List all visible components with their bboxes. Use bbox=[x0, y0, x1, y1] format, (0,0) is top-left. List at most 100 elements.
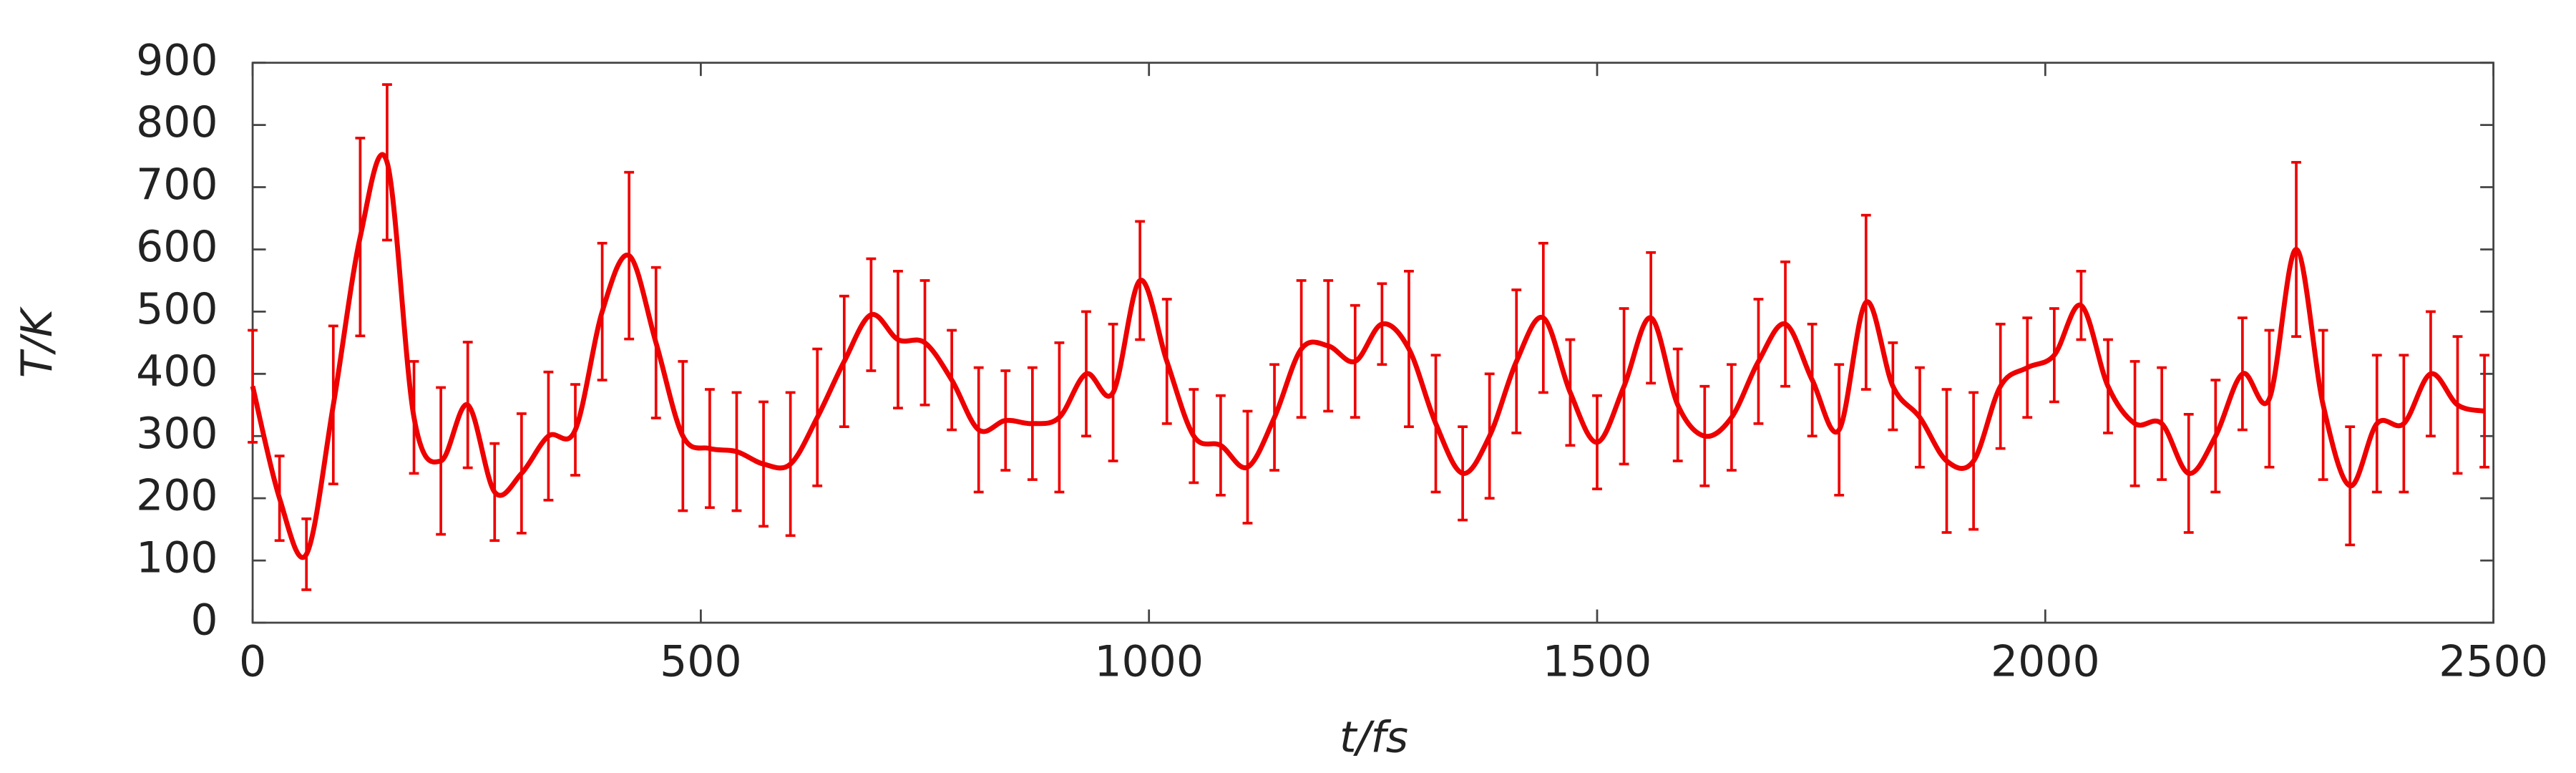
error-bar bbox=[1511, 288, 1522, 434]
error-bar bbox=[2426, 310, 2436, 438]
error-bar bbox=[1404, 270, 1414, 429]
error-bar bbox=[543, 370, 554, 502]
error-bar bbox=[1941, 388, 1952, 534]
error-bar bbox=[355, 137, 366, 338]
error-bar bbox=[2371, 354, 2382, 494]
error-bar bbox=[2022, 316, 2033, 419]
error-bar bbox=[1484, 372, 1495, 500]
y-tick-label: 600 bbox=[136, 222, 218, 272]
y-tick-label: 200 bbox=[136, 471, 218, 521]
error-bar bbox=[2452, 335, 2463, 475]
error-bar bbox=[2183, 412, 2194, 534]
error-bar bbox=[1430, 354, 1441, 494]
error-bar bbox=[758, 400, 769, 528]
error-bar bbox=[462, 341, 473, 470]
y-tick-label: 400 bbox=[136, 346, 218, 397]
error-bar bbox=[1834, 363, 1845, 497]
error-bar bbox=[866, 257, 877, 372]
error-bar bbox=[1592, 394, 1602, 490]
error-bar bbox=[2157, 366, 2167, 481]
error-bar bbox=[301, 517, 312, 591]
x-tick-label: 2500 bbox=[2439, 636, 2548, 686]
error-bar bbox=[1699, 384, 1710, 487]
error-bar bbox=[839, 294, 849, 429]
data-line bbox=[250, 152, 2485, 560]
error-bar bbox=[1027, 366, 1038, 481]
error-bar bbox=[1215, 394, 1226, 497]
error-bar bbox=[2345, 425, 2356, 547]
error-bar bbox=[328, 324, 338, 486]
error-bar bbox=[2210, 379, 2221, 494]
error-bar bbox=[597, 241, 608, 381]
error-bar bbox=[2237, 316, 2248, 432]
error-bar bbox=[409, 360, 419, 475]
error-bar bbox=[1672, 347, 1683, 462]
error-bar bbox=[704, 388, 715, 510]
y-tick-label: 900 bbox=[136, 35, 218, 85]
error-bar bbox=[2399, 354, 2409, 494]
error-bar bbox=[2076, 270, 2087, 341]
plot-frame bbox=[251, 62, 2494, 624]
error-bar bbox=[1968, 391, 1979, 531]
error-bar bbox=[1565, 338, 1576, 447]
error-bar bbox=[516, 412, 527, 535]
x-tick-label: 2000 bbox=[1991, 636, 2100, 686]
error-bar bbox=[274, 454, 285, 543]
error-bar bbox=[1000, 369, 1011, 472]
error-bar bbox=[1377, 282, 1387, 366]
error-bar bbox=[2264, 329, 2275, 469]
x-tick-label: 1500 bbox=[1543, 636, 1652, 686]
error-bar bbox=[1081, 310, 1091, 438]
error-bar bbox=[570, 383, 580, 477]
error-bar bbox=[489, 442, 500, 543]
error-bar bbox=[1242, 409, 1253, 525]
error-bar bbox=[2049, 307, 2059, 404]
error-bar bbox=[893, 270, 903, 409]
error-bar bbox=[624, 170, 635, 341]
error-bar bbox=[1189, 388, 1199, 485]
error-bar bbox=[947, 329, 957, 432]
y-tick-label: 700 bbox=[136, 160, 218, 210]
error-bar bbox=[2291, 160, 2301, 339]
error-bar bbox=[2103, 338, 2113, 434]
error-bar bbox=[2318, 329, 2328, 481]
error-bar bbox=[2479, 354, 2490, 469]
error-bar bbox=[1161, 298, 1172, 425]
y-tick-label: 0 bbox=[190, 595, 218, 646]
y-tick-label: 300 bbox=[136, 409, 218, 459]
error-bar bbox=[1269, 363, 1279, 472]
error-bar bbox=[973, 366, 984, 494]
y-tick-label: 500 bbox=[136, 284, 218, 334]
error-bar bbox=[382, 83, 392, 242]
y-tick-label: 800 bbox=[136, 97, 218, 147]
y-tick-label: 100 bbox=[136, 533, 218, 583]
error-bar bbox=[1108, 322, 1118, 462]
error-bar bbox=[1054, 341, 1065, 494]
error-bar bbox=[785, 391, 796, 538]
error-bar bbox=[1646, 251, 1657, 385]
error-bar bbox=[1753, 298, 1764, 425]
error-bar bbox=[1807, 322, 1818, 438]
error-bar bbox=[1538, 241, 1548, 394]
error-bar bbox=[1296, 279, 1307, 419]
y-axis-title: T/K bbox=[12, 306, 62, 378]
x-tick-label: 500 bbox=[660, 636, 742, 686]
x-axis-title: t/fs bbox=[1340, 712, 1408, 762]
error-bar bbox=[919, 279, 930, 407]
error-bar bbox=[1780, 261, 1790, 388]
error-bar bbox=[678, 360, 688, 512]
error-bar bbox=[1458, 425, 1468, 522]
error-bar bbox=[1619, 307, 1629, 466]
x-tick-label: 1000 bbox=[1094, 636, 1204, 686]
error-bar bbox=[2129, 360, 2140, 487]
error-bar bbox=[248, 329, 258, 444]
error-bar bbox=[1995, 322, 2006, 450]
error-bar bbox=[1860, 213, 1871, 391]
error-bar bbox=[650, 266, 661, 419]
error-bar bbox=[1726, 363, 1737, 472]
error-bar bbox=[1135, 220, 1146, 341]
x-tick-label: 0 bbox=[239, 636, 266, 686]
error-bar bbox=[1888, 341, 1898, 432]
error-bar bbox=[731, 391, 742, 512]
